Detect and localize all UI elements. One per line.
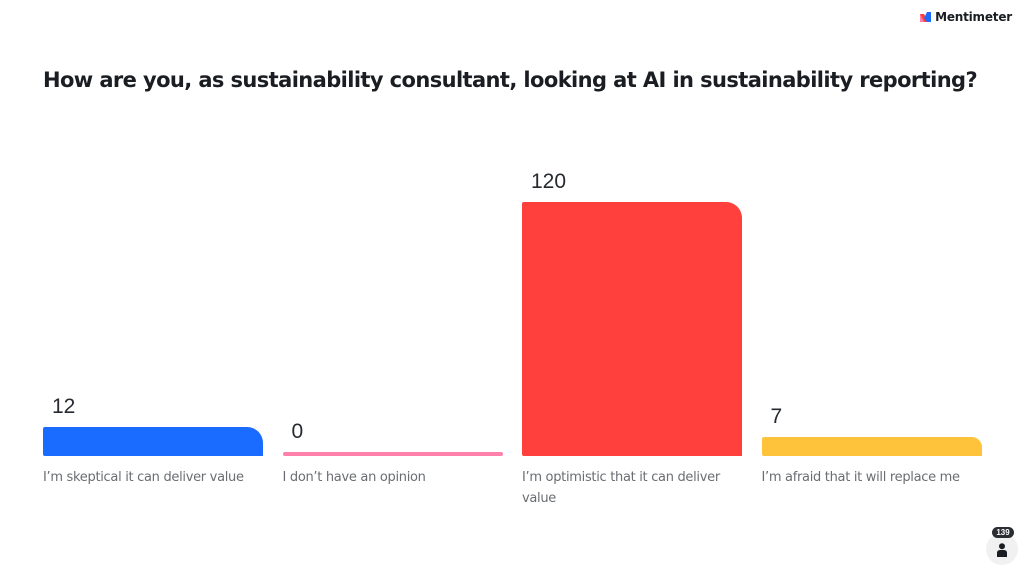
value-label-3: 7: [770, 405, 783, 429]
value-label-1: 0: [291, 420, 304, 443]
bar-1: [282, 452, 503, 456]
category-label-1: I don’t have an opinion: [282, 470, 426, 485]
brand-name: Mentimeter: [935, 10, 1012, 24]
bar-3: [761, 437, 982, 456]
value-label-2: 120: [531, 170, 567, 193]
brand: Mentimeter: [920, 10, 1012, 24]
category-label-3: I’m afraid that it will replace me: [761, 470, 961, 485]
category-label-2: I’m optimistic that it can deliver value: [522, 470, 720, 506]
question-title: How are you, as sustainability consultan…: [43, 68, 978, 92]
bar-2: [522, 202, 742, 456]
value-label-0: 12: [52, 395, 76, 418]
participants-count-badge: 139: [992, 527, 1014, 538]
category-label-0: I’m skeptical it can deliver value: [43, 470, 244, 485]
mentimeter-logo-icon: [920, 12, 932, 22]
person-icon: [997, 543, 1007, 557]
participants-button[interactable]: 139: [986, 527, 1018, 565]
bar-0: [43, 427, 263, 456]
